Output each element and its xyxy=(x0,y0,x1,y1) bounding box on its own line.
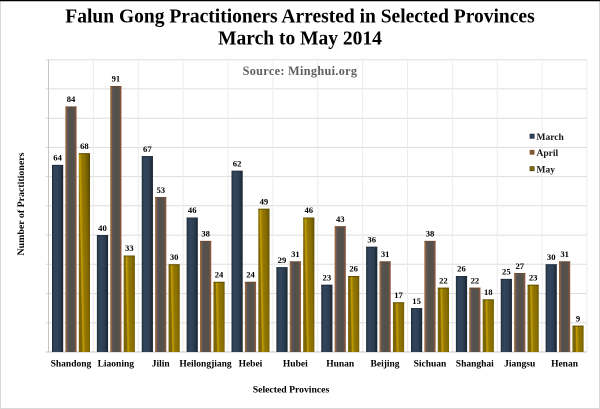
svg-text:Selected Provinces: Selected Provinces xyxy=(253,385,330,396)
svg-text:27: 27 xyxy=(515,261,524,271)
svg-text:May: May xyxy=(537,165,556,175)
svg-text:30: 30 xyxy=(547,252,556,262)
svg-text:36: 36 xyxy=(367,234,376,244)
svg-text:62: 62 xyxy=(233,158,242,168)
svg-text:Hubei: Hubei xyxy=(283,359,308,369)
svg-text:84: 84 xyxy=(67,94,76,104)
svg-text:Heilongjiang: Heilongjiang xyxy=(179,359,232,369)
svg-text:March: March xyxy=(537,133,565,143)
svg-text:53: 53 xyxy=(156,185,165,195)
svg-text:64: 64 xyxy=(53,153,62,163)
svg-text:33: 33 xyxy=(125,243,134,253)
svg-text:15: 15 xyxy=(412,296,421,306)
svg-text:April: April xyxy=(537,149,559,159)
svg-text:Shandong: Shandong xyxy=(51,359,92,369)
svg-text:26: 26 xyxy=(457,264,466,274)
svg-text:46: 46 xyxy=(304,205,313,215)
svg-text:Liaoning: Liaoning xyxy=(98,359,135,369)
svg-text:24: 24 xyxy=(246,270,255,280)
svg-text:38: 38 xyxy=(201,229,210,239)
svg-text:31: 31 xyxy=(291,249,300,259)
svg-text:March to May 2014: March to May 2014 xyxy=(218,29,382,50)
svg-text:18: 18 xyxy=(484,287,493,297)
svg-text:Number of Practitioners: Number of Practitioners xyxy=(16,152,27,255)
svg-text:Beijing: Beijing xyxy=(371,359,400,369)
svg-text:43: 43 xyxy=(336,214,345,224)
svg-text:31: 31 xyxy=(560,249,569,259)
svg-text:17: 17 xyxy=(394,290,403,300)
svg-text:31: 31 xyxy=(381,249,390,259)
svg-text:22: 22 xyxy=(471,275,480,285)
svg-text:Falun Gong Practitioners Arres: Falun Gong Practitioners Arrested in Sel… xyxy=(65,7,535,28)
svg-text:23: 23 xyxy=(529,272,538,282)
svg-text:Sichuan: Sichuan xyxy=(414,359,447,369)
svg-text:Hebei: Hebei xyxy=(239,359,263,369)
svg-text:29: 29 xyxy=(278,255,287,265)
svg-text:68: 68 xyxy=(80,141,89,151)
svg-text:Jilin: Jilin xyxy=(152,359,171,369)
svg-text:67: 67 xyxy=(143,144,152,154)
svg-text:Henan: Henan xyxy=(551,359,579,369)
svg-text:Shanghai: Shanghai xyxy=(456,359,494,369)
svg-text:91: 91 xyxy=(112,74,121,84)
svg-text:9: 9 xyxy=(576,313,580,323)
svg-text:23: 23 xyxy=(323,272,332,282)
svg-text:30: 30 xyxy=(170,252,179,262)
svg-text:46: 46 xyxy=(188,205,197,215)
svg-text:Source: Minghui.org: Source: Minghui.org xyxy=(243,64,358,78)
svg-text:26: 26 xyxy=(349,264,358,274)
svg-text:40: 40 xyxy=(98,223,107,233)
svg-text:Hunan: Hunan xyxy=(326,359,355,369)
svg-text:22: 22 xyxy=(439,275,448,285)
svg-text:Jiangsu: Jiangsu xyxy=(504,359,536,369)
svg-text:25: 25 xyxy=(502,267,511,277)
svg-text:24: 24 xyxy=(215,270,224,280)
svg-text:38: 38 xyxy=(426,229,435,239)
svg-text:49: 49 xyxy=(260,196,269,206)
